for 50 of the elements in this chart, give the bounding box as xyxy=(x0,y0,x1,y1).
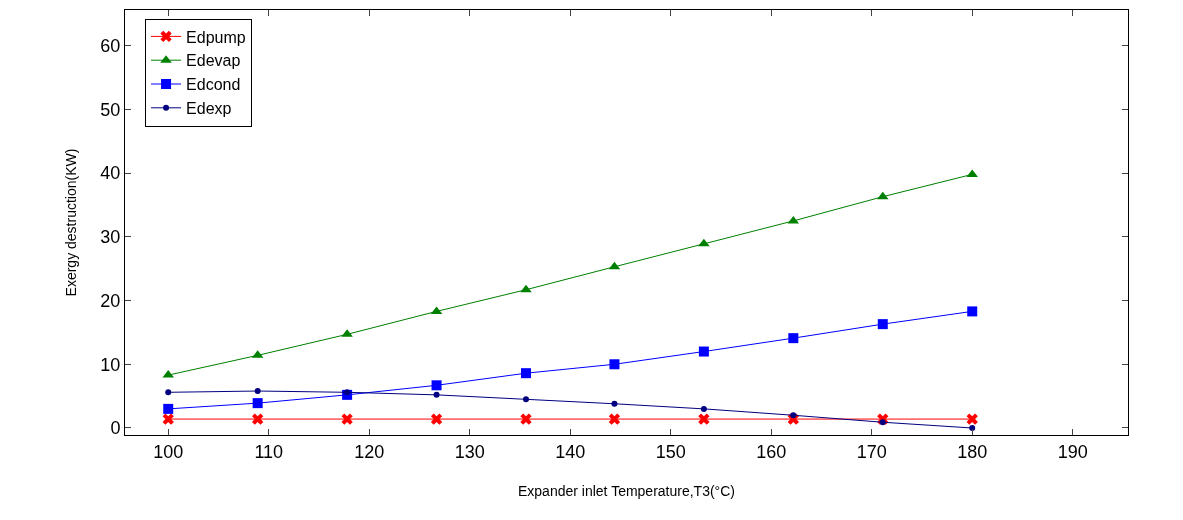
point xyxy=(430,413,443,425)
point xyxy=(966,413,978,425)
legend-label: Edcond xyxy=(186,76,241,94)
point xyxy=(431,380,442,391)
point xyxy=(523,396,529,403)
point xyxy=(520,284,532,293)
point xyxy=(969,424,976,431)
x-tick-label: 100 xyxy=(153,441,184,462)
x-tick-label: 120 xyxy=(354,441,385,462)
y-tick-label: 10 xyxy=(100,354,121,375)
legend-label: Edexp xyxy=(186,100,232,118)
x-tick-label: 180 xyxy=(957,441,988,462)
point xyxy=(162,413,174,425)
y-tick-label: 20 xyxy=(100,290,121,311)
point xyxy=(254,388,261,395)
point xyxy=(344,389,351,396)
point xyxy=(520,413,532,425)
x-tick-label: 110 xyxy=(254,441,284,462)
y-tick-label: 0 xyxy=(110,418,121,439)
point xyxy=(521,368,531,379)
point xyxy=(611,400,618,407)
y-tick-label: 60 xyxy=(100,35,121,56)
point xyxy=(698,346,709,357)
point xyxy=(341,413,353,425)
x-axis-title: Expander inlet Temperature,T3(°C) xyxy=(518,482,735,499)
x-tick-label: 150 xyxy=(655,441,686,462)
x-tick-label: 170 xyxy=(856,441,887,462)
legend-label: Edevap xyxy=(186,52,241,70)
legend-label: Edpump xyxy=(186,28,246,46)
point xyxy=(700,405,707,412)
point xyxy=(698,413,710,425)
y-axis-title: Exergy destruction(KW) xyxy=(62,148,79,297)
point xyxy=(433,391,440,398)
point xyxy=(877,191,889,200)
point xyxy=(252,398,263,409)
point xyxy=(252,413,264,425)
x-tick-label: 140 xyxy=(555,441,586,462)
point xyxy=(788,333,799,344)
point xyxy=(165,389,172,396)
point xyxy=(967,306,978,317)
y-tick-label: 50 xyxy=(100,99,121,120)
point xyxy=(877,319,888,330)
point xyxy=(609,359,620,370)
x-tick-label: 190 xyxy=(1057,441,1088,462)
point xyxy=(163,403,174,414)
x-tick-label: 130 xyxy=(454,441,485,462)
y-tick-label: 30 xyxy=(100,227,121,248)
x-tick-label: 160 xyxy=(756,441,787,462)
point xyxy=(608,413,621,425)
y-tick-label: 40 xyxy=(100,163,121,184)
